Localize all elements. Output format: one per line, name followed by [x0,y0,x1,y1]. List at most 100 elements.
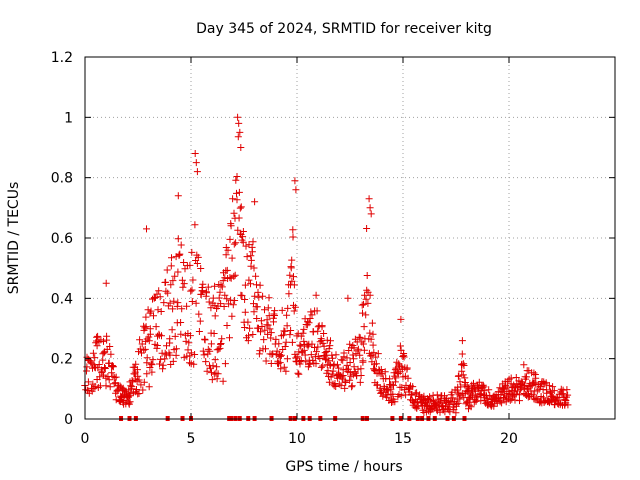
data-point [337,382,345,390]
data-point [94,332,102,340]
data-point [174,192,182,200]
data-point [164,289,172,297]
data-point [397,315,405,323]
data-point [341,384,349,392]
data-point [350,355,357,363]
data-point [199,280,207,288]
data-point [245,276,253,284]
data-point [251,292,259,300]
data-point [364,299,372,307]
y-tick-label: 0.6 [51,231,73,247]
data-point [211,312,219,320]
data-point [261,306,268,314]
data-point [203,367,211,375]
data-point [207,340,215,348]
data-point [201,336,209,344]
data-point [195,328,203,335]
data-point [294,369,302,377]
data-point [84,378,92,386]
y-tick-label: 0.2 [51,352,73,368]
data-point [89,349,97,357]
y-tick-label: 1.2 [51,50,73,66]
data-point [126,398,134,406]
data-point [341,377,349,385]
data-point [368,319,376,327]
data-point [218,335,226,343]
data-point [328,370,336,378]
data-point [264,304,272,312]
data-point [377,366,385,373]
data-point [196,317,204,325]
data-point [359,309,366,317]
data-point [366,204,374,212]
data-point [107,350,115,358]
data-point [391,398,399,406]
data-point [106,343,114,350]
data-point [250,264,258,272]
data-point [359,358,367,366]
data-point [217,300,225,308]
data-point [275,340,283,348]
data-point [187,287,195,295]
data-point [276,359,284,367]
data-point [166,339,174,347]
data-point [312,291,320,299]
data-point [367,352,375,360]
data-point [458,337,466,345]
data-point [262,357,270,365]
data-point [226,274,234,282]
data-point [452,409,460,417]
data-point [188,286,196,294]
data-point [354,345,362,353]
data-point [160,299,168,307]
data-point [169,357,177,365]
data-point [211,282,219,290]
data-point [458,367,466,375]
data-point [224,246,232,254]
data-point [193,260,201,267]
data-point [302,358,310,366]
data-point [256,281,264,289]
data-point [243,253,251,261]
data-point [171,272,179,280]
data-point [250,308,258,316]
data-point [172,345,180,353]
data-point [359,340,367,348]
data-point [408,391,416,399]
data-point [248,248,256,256]
data-point [305,319,313,327]
data-point [456,395,464,403]
data-point [290,281,298,289]
data-point [532,374,540,382]
data-point [464,388,472,396]
data-point [229,301,237,309]
data-point [461,379,469,386]
data-point [145,383,153,391]
data-point [314,343,322,351]
data-point [283,355,291,363]
data-point [308,311,316,319]
data-point [178,276,186,284]
data-point [286,331,294,339]
data-point [186,261,194,269]
data-point [92,339,100,347]
data-point [459,371,467,379]
data-point [247,256,255,264]
data-point [162,287,170,295]
data-point [360,323,368,331]
data-point [231,271,239,279]
data-point [389,390,397,398]
data-point [533,394,541,402]
data-point [226,334,233,342]
data-point [394,370,402,377]
data-point [354,347,362,355]
data-point [297,342,305,350]
data-point [236,128,244,136]
data-point [112,396,120,404]
data-point [98,368,106,376]
data-point [231,297,239,304]
data-point [230,272,238,280]
data-point [547,388,555,396]
data-point [186,332,194,340]
data-point [228,312,236,320]
